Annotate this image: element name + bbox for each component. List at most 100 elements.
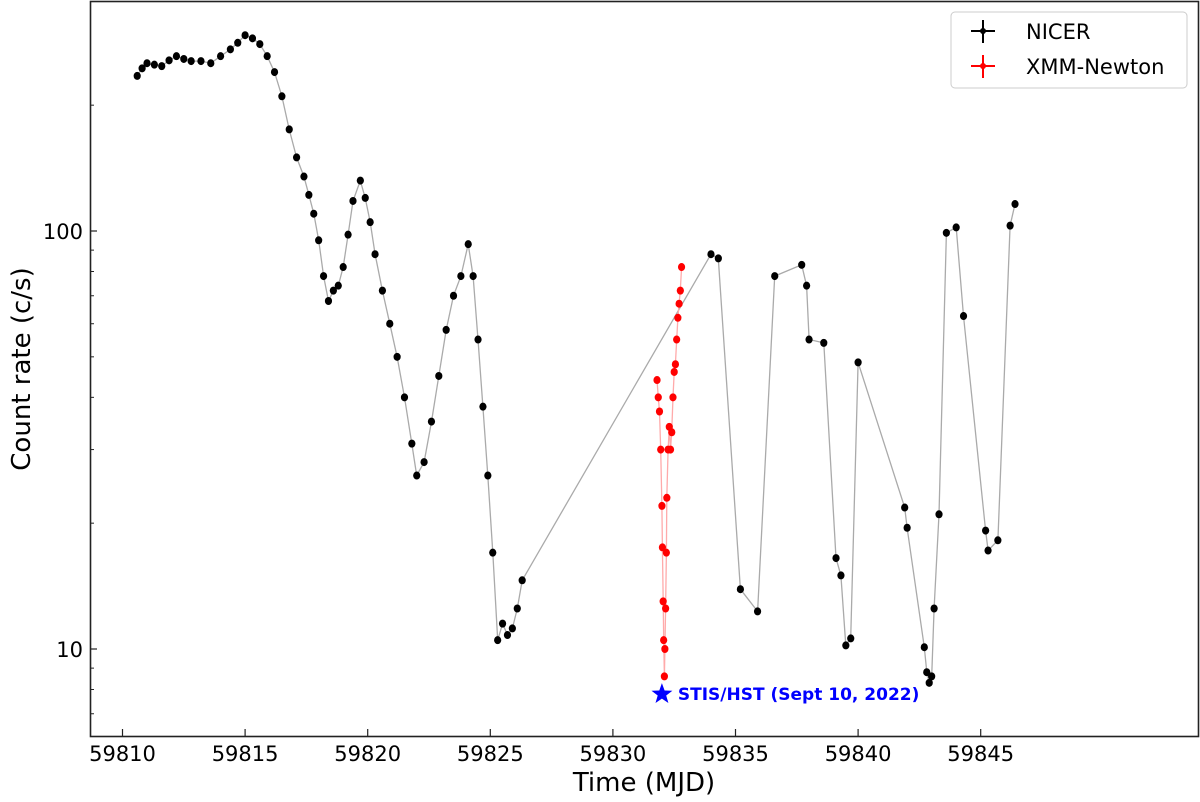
x-tick-label: 59835: [702, 742, 769, 766]
data-point: [158, 62, 166, 71]
x-tick-label: 59830: [579, 742, 646, 766]
data-point: [234, 38, 242, 47]
y-axis-title: Count rate (c/s): [7, 267, 37, 470]
data-point: [420, 458, 428, 467]
data-point: [366, 218, 374, 227]
data-point: [952, 223, 960, 232]
data-point: [278, 92, 286, 101]
data-point: [180, 54, 188, 63]
x-tick-label: 59815: [212, 742, 279, 766]
data-point: [803, 281, 811, 290]
stis-hst-annotation: STIS/HST (Sept 10, 2022): [651, 683, 919, 705]
series-line: [136, 34, 1016, 686]
data-point: [677, 263, 686, 272]
data-point: [464, 240, 472, 249]
data-point: [847, 634, 855, 643]
data-point: [657, 445, 665, 454]
x-tick-label: 59825: [457, 742, 524, 766]
data-point: [408, 439, 416, 448]
data-point: [658, 543, 667, 552]
data-point: [494, 636, 502, 645]
x-tick-label: 59845: [947, 742, 1014, 766]
x-tick-label: 59820: [334, 742, 401, 766]
data-point: [413, 471, 421, 480]
legend-xmm-marker-icon: [971, 55, 995, 78]
y-tick-label: 10: [56, 638, 83, 662]
series-line: [656, 266, 683, 677]
data-point: [442, 325, 450, 334]
data-point: [263, 52, 271, 61]
data-point: [241, 31, 249, 40]
data-point: [1011, 200, 1019, 209]
x-tick-label: 59840: [825, 742, 892, 766]
data-point: [923, 668, 931, 677]
data-point: [707, 250, 715, 259]
data-point: [714, 254, 722, 263]
data-point: [930, 604, 938, 613]
data-point: [673, 335, 681, 344]
data-point: [676, 286, 684, 295]
data-point: [503, 631, 512, 640]
data-point: [207, 59, 215, 68]
data-point: [300, 172, 308, 181]
data-point: [256, 40, 264, 49]
data-point: [832, 554, 840, 563]
data-point: [805, 335, 813, 344]
data-point: [753, 607, 762, 616]
data-point: [165, 56, 173, 65]
data-point: [837, 571, 845, 580]
data-point: [984, 546, 992, 555]
data-point: [513, 604, 521, 613]
data-point: [771, 272, 779, 281]
data-point: [662, 548, 670, 557]
data-point: [285, 125, 293, 134]
legend-nicer-marker-icon: [971, 20, 995, 43]
data-point: [449, 291, 458, 300]
data-point: [920, 643, 928, 652]
data-point: [666, 445, 675, 454]
data-point: [798, 260, 806, 269]
data-point: [901, 503, 909, 512]
data-point: [935, 510, 943, 519]
data-point: [675, 299, 683, 308]
data-point: [674, 313, 682, 322]
data-point: [1006, 221, 1014, 230]
data-point: [334, 281, 342, 290]
data-point: [378, 286, 387, 295]
data-point: [479, 402, 487, 411]
data-point: [655, 407, 664, 416]
annotation-label: STIS/HST (Sept 10, 2022): [678, 685, 919, 705]
data-point: [959, 312, 968, 321]
x-axis-ticks: 59810 59815 59820 59825 59830 59835 59840 59845: [89, 729, 1014, 766]
data-point: [329, 286, 337, 295]
data-point: [270, 68, 279, 77]
legend-label-nicer: NICER: [1026, 20, 1090, 44]
data-point: [736, 585, 745, 594]
data-point: [292, 153, 301, 162]
plot-frame: [89, 0, 1200, 738]
data-point: [663, 493, 671, 502]
data-point: [660, 636, 668, 645]
data-point: [143, 59, 151, 68]
data-point: [226, 45, 234, 54]
data-point: [662, 604, 670, 613]
data-point: [658, 501, 666, 510]
data-point: [669, 393, 677, 402]
data-point: [653, 376, 661, 385]
x-axis-title: Time (MJD): [572, 768, 715, 798]
data-point: [386, 319, 394, 328]
data-point: [925, 678, 933, 687]
data-point: [197, 57, 205, 66]
data-point: [344, 230, 352, 239]
data-point: [654, 393, 662, 402]
legend-box: [950, 11, 1188, 89]
data-point: [484, 471, 492, 480]
data-point: [854, 358, 862, 367]
data-point: [489, 548, 497, 557]
data-point: [187, 57, 195, 66]
data-point: [172, 52, 181, 61]
x-tick-label: 59810: [89, 742, 156, 766]
legend: NICER XMM-Newton: [950, 11, 1188, 89]
data-point: [903, 523, 911, 532]
